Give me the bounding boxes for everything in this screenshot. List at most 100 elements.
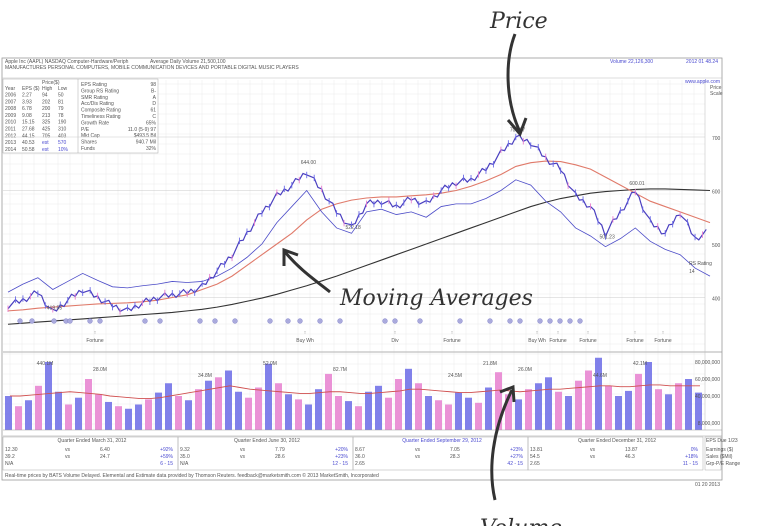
volume-bar bbox=[325, 373, 332, 430]
event-marker-icon: ↑ bbox=[536, 330, 539, 336]
volume-bar bbox=[645, 362, 652, 430]
rating-value: 61 bbox=[150, 108, 156, 114]
volume-bar bbox=[135, 404, 142, 430]
quarter-cell: 36.0 bbox=[355, 454, 365, 460]
header-volume: Volume 22,126,300 bbox=[610, 59, 653, 65]
eps-due-row: Grp-P/E Range bbox=[706, 461, 740, 467]
fund-cell: 190 bbox=[58, 120, 67, 126]
annotation-moving-averages: Moving Averages bbox=[339, 286, 533, 311]
volume-label: 44.6M bbox=[593, 373, 607, 379]
rating-value: C bbox=[152, 114, 156, 120]
event-dot bbox=[51, 318, 57, 324]
event-dot bbox=[507, 318, 513, 324]
price-label: 14 bbox=[689, 269, 695, 275]
event-dot bbox=[547, 318, 553, 324]
event-dot bbox=[285, 318, 291, 324]
event-label: Fortune bbox=[626, 338, 643, 344]
fund-cell: 94 bbox=[42, 93, 48, 99]
rating-value: D bbox=[152, 101, 156, 107]
volume-bar bbox=[285, 394, 292, 430]
fund-cell: 310 bbox=[58, 127, 67, 133]
volume-bar bbox=[75, 397, 82, 430]
event-dot bbox=[87, 318, 93, 324]
volume-bar bbox=[455, 392, 462, 430]
volume-bar bbox=[315, 389, 322, 430]
volume-bar bbox=[215, 377, 222, 430]
quarterly-table: Quarter Ended March 31, 2012 12.30 vs 6.40 +… bbox=[2, 436, 740, 471]
rating-value: 98 bbox=[150, 82, 156, 88]
quarter-box bbox=[527, 436, 704, 471]
event-dot bbox=[232, 318, 238, 324]
quarter-cell: 6 - 15 bbox=[160, 461, 173, 467]
quarter-cell: 12 - 15 bbox=[332, 461, 348, 467]
volume-bar bbox=[505, 394, 512, 430]
fund-cell: 705 bbox=[42, 133, 51, 139]
event-dot bbox=[17, 318, 23, 324]
event-marker-icon: ↑ bbox=[451, 330, 454, 336]
volume-bar bbox=[595, 357, 602, 430]
header-website[interactable]: www.apple.com bbox=[685, 79, 720, 85]
quarter-cell: vs bbox=[65, 447, 71, 453]
volume-bar bbox=[695, 392, 702, 430]
event-marker-icon: ↑ bbox=[662, 330, 665, 336]
event-dot bbox=[337, 318, 343, 324]
fund-cell: 2006 bbox=[5, 93, 16, 99]
fund-cell: 50 bbox=[58, 93, 64, 99]
fund-cell: 200 bbox=[42, 106, 51, 112]
fund-cell: 2014 bbox=[5, 147, 16, 153]
volume-label: 440.1M bbox=[37, 361, 54, 367]
event-dot bbox=[577, 318, 583, 324]
header-description: MANUFACTURES PERSONAL COMPUTERS, MOBILE … bbox=[5, 65, 299, 71]
volume-bar bbox=[175, 396, 182, 430]
volume-bar bbox=[155, 392, 162, 430]
event-marker-icon: ↑ bbox=[557, 330, 560, 336]
quarter-cell: vs bbox=[240, 447, 246, 453]
price-label: 419.55 bbox=[47, 305, 63, 311]
rating-label: Shares bbox=[81, 140, 97, 146]
quarter-header: Quarter Ended September 29, 2012 bbox=[402, 438, 482, 444]
event-label: Fortune bbox=[654, 338, 671, 344]
event-dot bbox=[392, 318, 398, 324]
fund-col-header: Year bbox=[5, 86, 15, 92]
rating-value: 11.0 (5-9) 97 bbox=[128, 127, 156, 133]
volume-bar bbox=[435, 400, 442, 430]
fund-cell: 27.68 bbox=[22, 127, 35, 133]
volume-label: 26.0M bbox=[518, 367, 532, 373]
footer-date: 01 20 2013 bbox=[695, 482, 720, 488]
price-label: 600.01 bbox=[629, 181, 645, 187]
volume-bar bbox=[235, 391, 242, 430]
price-label: 501.23 bbox=[599, 234, 615, 240]
volume-bar bbox=[255, 387, 262, 430]
volume-bar bbox=[625, 390, 632, 430]
footer: Real-time prices by BATS Volume Delayed.… bbox=[5, 472, 379, 479]
price-tick-label: 400 bbox=[712, 297, 721, 303]
event-label: Fortune bbox=[549, 338, 566, 344]
volume-bar bbox=[145, 399, 152, 430]
quarter-cell: 42 - 15 bbox=[507, 461, 523, 467]
volume-bar bbox=[685, 379, 692, 430]
rating-label: Timeliness Rating bbox=[81, 114, 121, 120]
relative-strength-line bbox=[7, 179, 711, 293]
quarter-cell: 24.7 bbox=[100, 454, 110, 460]
fund-cell: 15.15 bbox=[22, 120, 35, 126]
volume-bar bbox=[585, 370, 592, 430]
event-label: Fortune bbox=[443, 338, 460, 344]
quarter-cell: +27% bbox=[510, 454, 523, 460]
rating-label: Composite Rating bbox=[81, 108, 121, 114]
quarter-cell: 9.32 bbox=[180, 447, 190, 453]
fund-col-header: High bbox=[42, 86, 53, 92]
fund-cell: 325 bbox=[42, 120, 51, 126]
quarter-header: Quarter Ended June 30, 2012 bbox=[234, 438, 300, 444]
moving-average-50-line bbox=[7, 160, 711, 312]
volume-bar bbox=[85, 379, 92, 430]
event-dot bbox=[557, 318, 563, 324]
quarter-cell: +18% bbox=[685, 454, 698, 460]
quarter-cell: 54.5 bbox=[530, 454, 540, 460]
fund-cell: est bbox=[42, 147, 49, 153]
fund-cell: 50.58 bbox=[22, 147, 35, 153]
event-dot bbox=[297, 318, 303, 324]
quarter-cell: vs bbox=[65, 454, 71, 460]
fund-cell: 2012 bbox=[5, 133, 16, 139]
rating-value: 32% bbox=[146, 146, 157, 152]
volume-bar bbox=[25, 400, 32, 430]
